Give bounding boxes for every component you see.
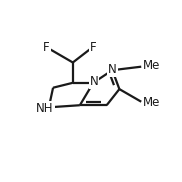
Text: N: N	[90, 75, 98, 88]
Text: F: F	[43, 41, 50, 54]
Text: F: F	[90, 41, 96, 54]
Text: Me: Me	[143, 96, 160, 109]
Text: NH: NH	[36, 102, 54, 114]
Text: N: N	[108, 63, 117, 76]
Text: Me: Me	[143, 60, 160, 72]
